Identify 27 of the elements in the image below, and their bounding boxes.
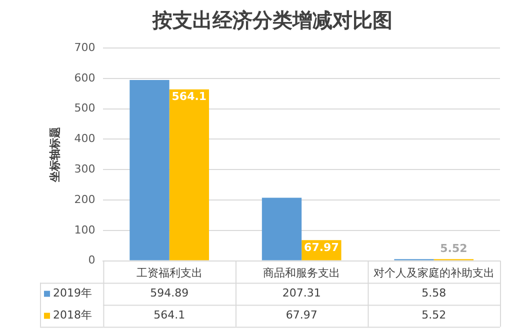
text: 564.1	[172, 90, 207, 104]
text: 67.97	[304, 240, 339, 254]
chart-title: 按支出经济分类增减对比图	[152, 8, 392, 32]
bar	[169, 89, 210, 260]
x-tick-label: 工资福利支出	[136, 266, 202, 280]
data-label: 5.52	[422, 308, 446, 322]
bar	[262, 198, 302, 260]
data-label: 207.31	[282, 286, 321, 300]
y-tick-label: 0	[88, 254, 96, 267]
y-tick-label: 700	[74, 40, 96, 54]
legend-label: 2019年	[53, 286, 92, 300]
y-tick-label: 200	[74, 192, 96, 206]
y-tick-label: 400	[74, 132, 96, 146]
bar	[130, 80, 170, 260]
y-tick-label: 600	[74, 71, 96, 84]
y-tick-label: 300	[74, 162, 96, 176]
y-tick-label: 100	[74, 223, 96, 236]
data-label: 67.97	[286, 308, 318, 322]
legend-label: 2018年	[53, 308, 92, 322]
data-label: 564.1	[154, 308, 186, 322]
text: 5.52	[440, 242, 468, 255]
data-label: 594.89	[150, 286, 189, 300]
x-tick-label: 对个人及家庭的补助支出	[373, 266, 494, 280]
x-tick-label: 商品和服务支出	[263, 266, 340, 280]
y-tick-label: 500	[74, 102, 96, 115]
y-axis-title: 坐标轴标题	[48, 126, 62, 183]
data-label: 5.58	[422, 286, 446, 300]
